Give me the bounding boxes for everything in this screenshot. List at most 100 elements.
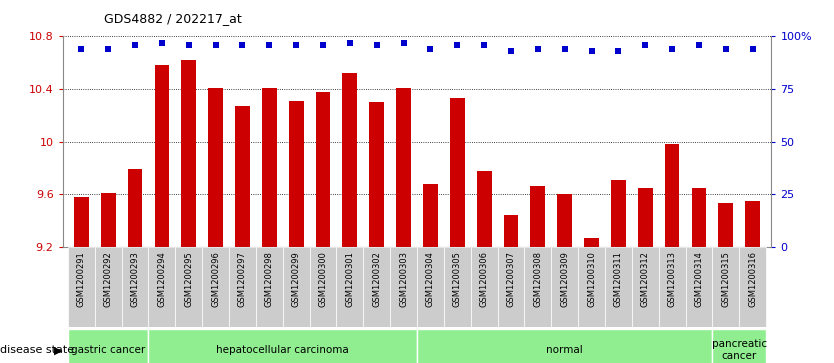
Bar xyxy=(605,247,632,327)
Bar xyxy=(470,247,498,327)
Text: GSM1200302: GSM1200302 xyxy=(372,251,381,307)
Text: GSM1200299: GSM1200299 xyxy=(292,251,301,307)
Point xyxy=(505,48,518,54)
Point xyxy=(450,42,464,48)
Bar xyxy=(315,91,330,247)
Text: ▶: ▶ xyxy=(54,345,63,355)
Bar xyxy=(74,197,88,247)
Text: GSM1200292: GSM1200292 xyxy=(103,251,113,307)
Text: GSM1200312: GSM1200312 xyxy=(641,251,650,307)
Bar xyxy=(718,203,733,247)
Point xyxy=(746,46,759,52)
Point xyxy=(639,42,652,48)
Bar xyxy=(417,247,444,327)
Bar xyxy=(175,247,202,327)
Bar xyxy=(477,171,491,247)
Bar xyxy=(235,106,250,247)
Bar xyxy=(739,247,766,327)
Point xyxy=(344,40,357,45)
Bar xyxy=(95,247,122,327)
Text: GSM1200300: GSM1200300 xyxy=(319,251,328,307)
Text: pancreatic
cancer: pancreatic cancer xyxy=(711,339,766,361)
Text: GSM1200291: GSM1200291 xyxy=(77,251,86,307)
Bar xyxy=(343,73,357,247)
Bar xyxy=(68,329,148,363)
Bar xyxy=(444,247,470,327)
Point xyxy=(585,48,598,54)
Point xyxy=(531,46,545,52)
Text: GSM1200293: GSM1200293 xyxy=(131,251,139,307)
Bar xyxy=(262,87,277,247)
Bar xyxy=(611,180,626,247)
Bar xyxy=(665,144,680,247)
Bar xyxy=(712,247,739,327)
Bar xyxy=(128,169,143,247)
Bar xyxy=(122,247,148,327)
Text: GSM1200298: GSM1200298 xyxy=(265,251,274,307)
Text: GSM1200304: GSM1200304 xyxy=(426,251,435,307)
Text: GSM1200296: GSM1200296 xyxy=(211,251,220,307)
Bar xyxy=(364,247,390,327)
Point xyxy=(611,48,625,54)
Point xyxy=(75,46,88,52)
Bar xyxy=(336,247,364,327)
Bar xyxy=(504,215,519,247)
Point xyxy=(182,42,195,48)
Point xyxy=(128,42,142,48)
Text: normal: normal xyxy=(546,345,583,355)
Bar xyxy=(450,98,465,247)
Bar xyxy=(638,188,653,247)
Bar xyxy=(584,238,599,247)
Text: GSM1200314: GSM1200314 xyxy=(695,251,703,307)
Text: gastric cancer: gastric cancer xyxy=(71,345,145,355)
Text: GSM1200313: GSM1200313 xyxy=(667,251,676,307)
Bar xyxy=(256,247,283,327)
Point xyxy=(155,40,168,45)
Point xyxy=(719,46,732,52)
Point xyxy=(370,42,384,48)
Text: GSM1200311: GSM1200311 xyxy=(614,251,623,307)
Bar xyxy=(551,247,578,327)
Point xyxy=(209,42,223,48)
Bar xyxy=(686,247,712,327)
Bar xyxy=(417,329,712,363)
Bar xyxy=(289,101,304,247)
Bar xyxy=(154,65,169,247)
Text: GSM1200305: GSM1200305 xyxy=(453,251,462,307)
Bar xyxy=(525,247,551,327)
Bar xyxy=(530,186,545,247)
Bar xyxy=(423,184,438,247)
Point xyxy=(236,42,249,48)
Text: GDS4882 / 202217_at: GDS4882 / 202217_at xyxy=(104,12,242,25)
Point xyxy=(666,46,679,52)
Point xyxy=(424,46,437,52)
Bar xyxy=(148,329,417,363)
Bar xyxy=(659,247,686,327)
Point xyxy=(692,42,706,48)
Bar xyxy=(208,87,223,247)
Text: GSM1200306: GSM1200306 xyxy=(480,251,489,307)
Bar xyxy=(181,60,196,247)
Point xyxy=(397,40,410,45)
Point xyxy=(263,42,276,48)
Bar xyxy=(390,247,417,327)
Text: GSM1200297: GSM1200297 xyxy=(238,251,247,307)
Bar xyxy=(148,247,175,327)
Text: GSM1200301: GSM1200301 xyxy=(345,251,354,307)
Bar xyxy=(229,247,256,327)
Bar xyxy=(746,201,760,247)
Bar xyxy=(309,247,336,327)
Text: GSM1200315: GSM1200315 xyxy=(721,251,731,307)
Text: GSM1200303: GSM1200303 xyxy=(399,251,408,307)
Point xyxy=(102,46,115,52)
Text: GSM1200294: GSM1200294 xyxy=(158,251,167,307)
Bar xyxy=(68,247,95,327)
Bar xyxy=(691,188,706,247)
Bar xyxy=(101,193,116,247)
Text: hepatocellular carcinoma: hepatocellular carcinoma xyxy=(216,345,349,355)
Point xyxy=(477,42,490,48)
Text: disease state: disease state xyxy=(0,345,74,355)
Bar xyxy=(712,329,766,363)
Bar xyxy=(498,247,525,327)
Text: GSM1200310: GSM1200310 xyxy=(587,251,596,307)
